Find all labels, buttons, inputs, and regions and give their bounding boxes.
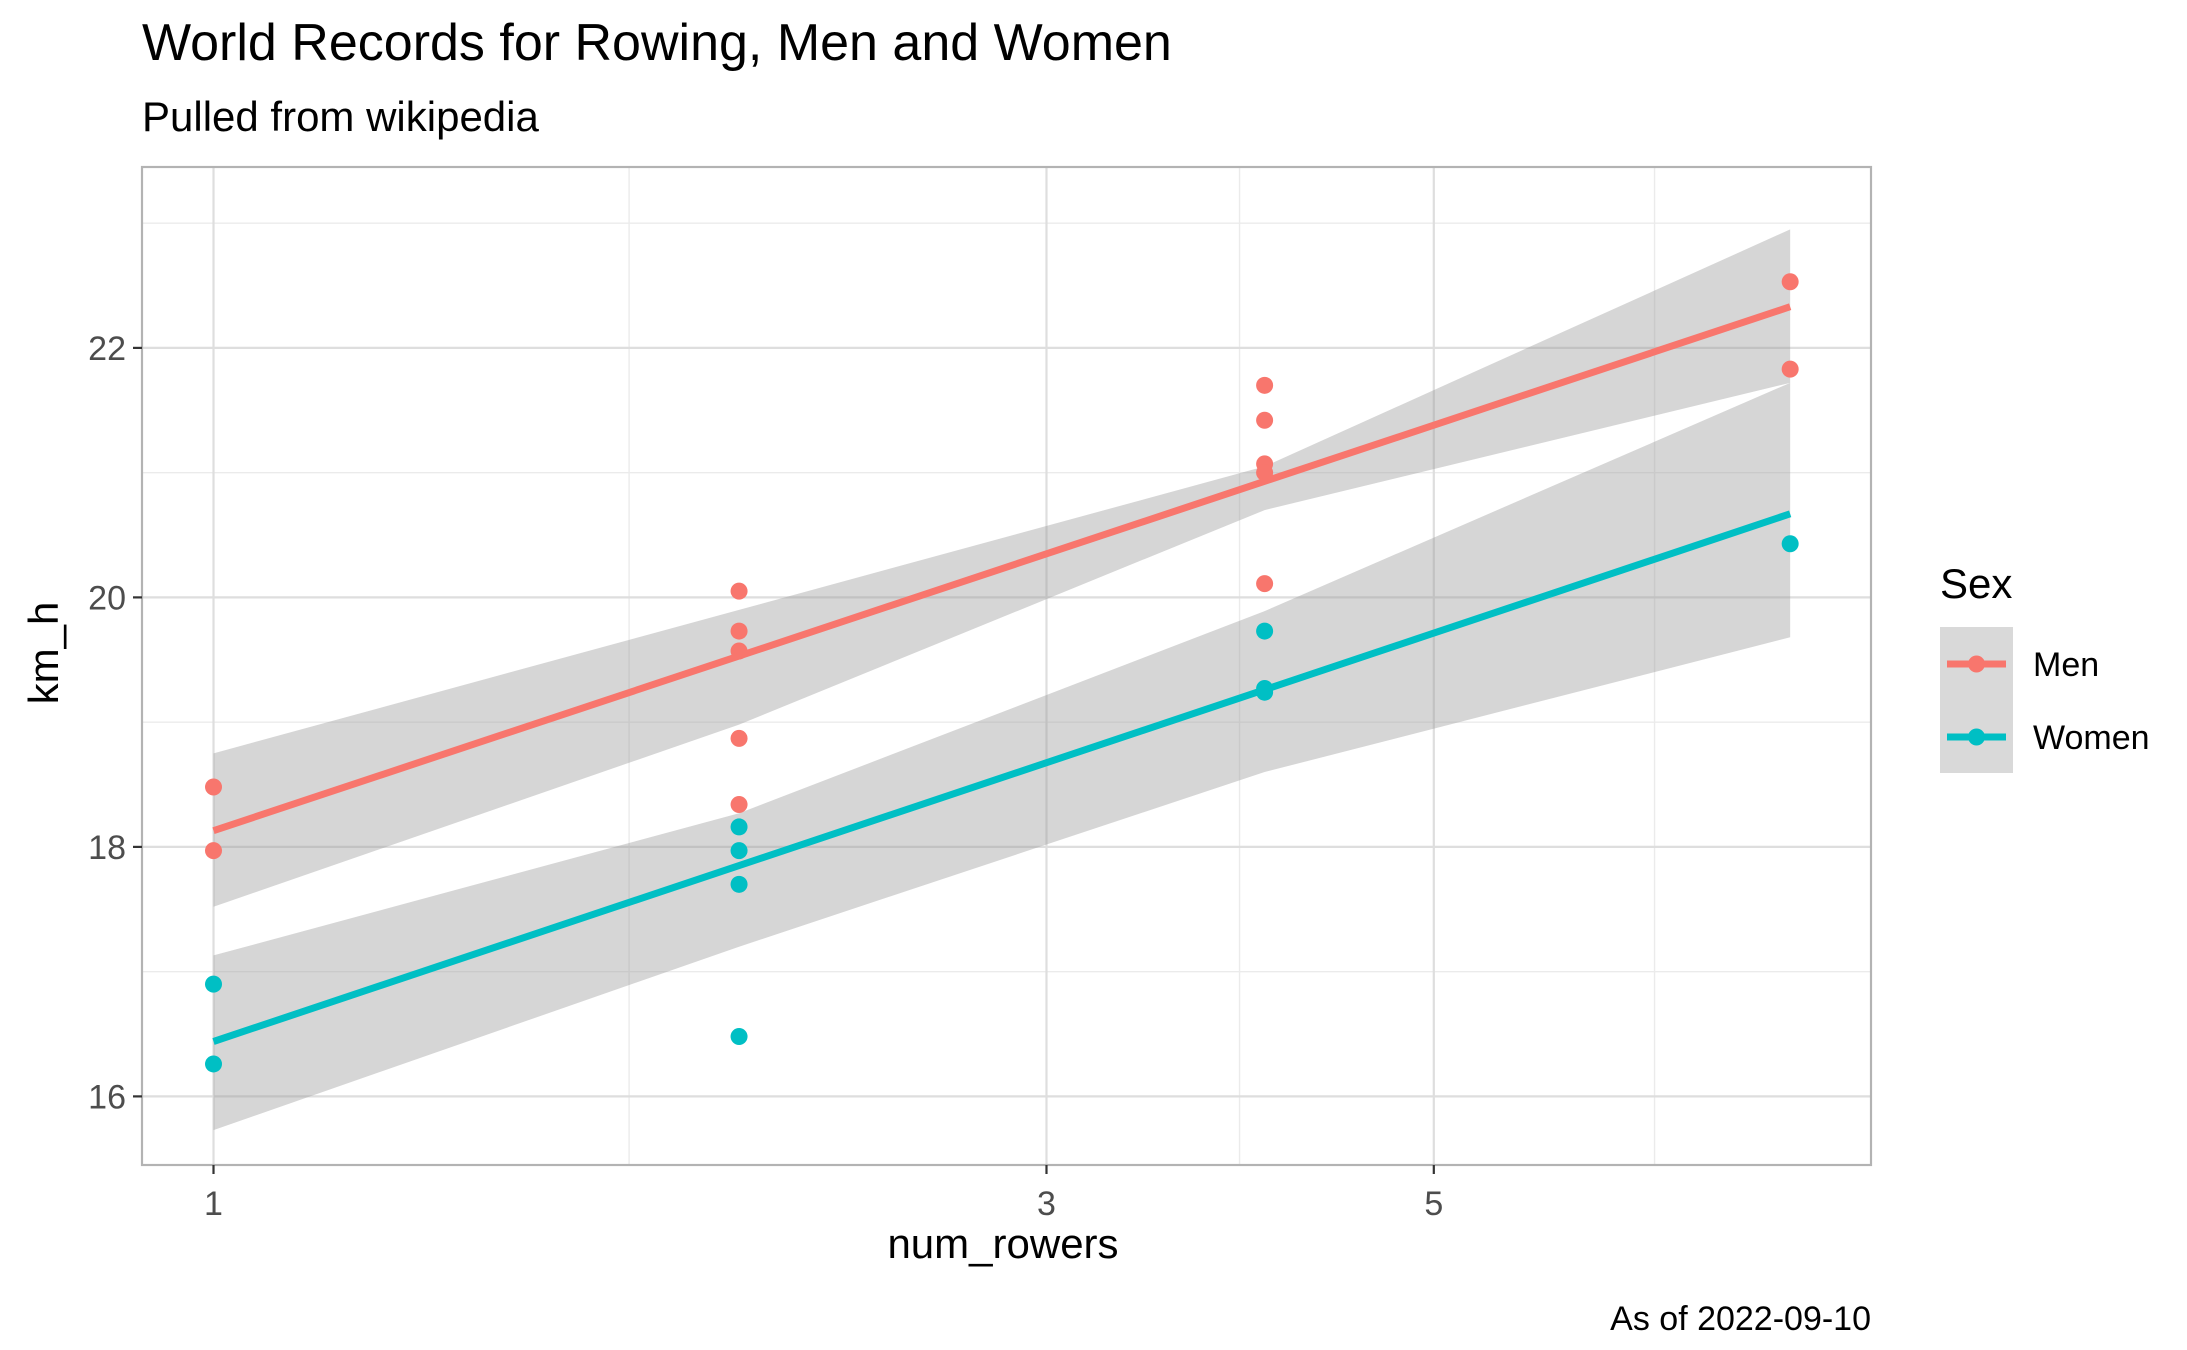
panel-border bbox=[140, 165, 1873, 1167]
y-tick-label: 18 bbox=[88, 829, 126, 867]
data-point-women bbox=[730, 1028, 748, 1046]
data-point-women bbox=[1781, 535, 1799, 553]
chart-caption: As of 2022-09-10 bbox=[1610, 1300, 1871, 1338]
legend-label: Men bbox=[2033, 646, 2099, 684]
data-point-men bbox=[1781, 273, 1799, 291]
data-point-men bbox=[205, 842, 223, 860]
x-axis-label: num_rowers bbox=[887, 1220, 1118, 1267]
chart-subtitle: Pulled from wikipedia bbox=[142, 93, 539, 140]
x-axis-ticks: 1 3 5 bbox=[204, 1165, 1443, 1223]
y-axis-ticks: 16 18 20 22 bbox=[88, 330, 142, 1116]
data-point-men bbox=[1256, 411, 1274, 429]
y-tick-label: 22 bbox=[88, 330, 126, 368]
data-point-women bbox=[730, 875, 748, 893]
legend-key-background bbox=[1940, 627, 2013, 773]
legend-key-point bbox=[1968, 728, 1985, 746]
data-point-women bbox=[730, 842, 748, 860]
data-point-men bbox=[1781, 360, 1799, 378]
plot-panel bbox=[140, 165, 1873, 1167]
data-point-women bbox=[205, 975, 223, 993]
confidence-band-women bbox=[213, 382, 1791, 1131]
x-tick-label: 3 bbox=[1037, 1185, 1056, 1223]
legend-title: Sex bbox=[1940, 560, 2012, 607]
data-point-men bbox=[205, 778, 223, 796]
legend-label: Women bbox=[2033, 719, 2150, 757]
data-point-men bbox=[730, 729, 748, 747]
fit-line-men bbox=[212, 303, 1792, 834]
legend-key-point bbox=[1968, 655, 1985, 673]
data-point-men bbox=[730, 582, 748, 600]
x-tick-label: 5 bbox=[1424, 1185, 1443, 1223]
data-point-men bbox=[1256, 575, 1274, 593]
data-point-men bbox=[1256, 376, 1274, 394]
data-point-men bbox=[730, 622, 748, 640]
x-tick-label: 1 bbox=[204, 1185, 223, 1223]
fit-line-women bbox=[212, 510, 1792, 1045]
chart-title: World Records for Rowing, Men and Women bbox=[142, 14, 1172, 72]
data-point-women bbox=[1256, 622, 1274, 640]
data-point-women bbox=[730, 818, 748, 836]
y-tick-label: 16 bbox=[88, 1078, 126, 1116]
data-point-women bbox=[205, 1055, 223, 1073]
y-axis-label: km_h bbox=[20, 602, 67, 705]
y-tick-label: 20 bbox=[88, 579, 126, 617]
legend: Sex Men Women bbox=[1940, 560, 2150, 773]
data-point-men bbox=[730, 795, 748, 813]
panel-background bbox=[142, 167, 1871, 1165]
